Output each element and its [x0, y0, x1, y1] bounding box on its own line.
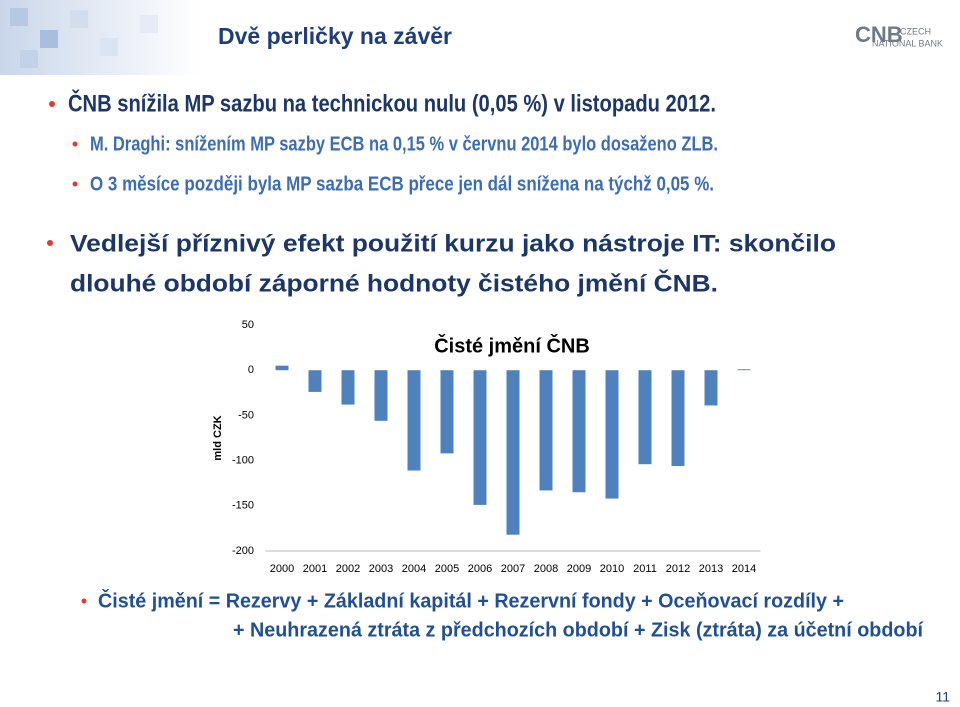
bullet-text: Vedlejší příznivý efekt použití kurzu ja… [70, 230, 836, 257]
bullet-text: ČNB snížila MP sazbu na technickou nulu … [68, 89, 716, 117]
x-tick-label: 2010 [600, 563, 624, 575]
bar [572, 370, 586, 493]
bar [506, 370, 520, 535]
bullets: ČNB snížila MP sazbu na technickou nulu … [47, 89, 836, 297]
y-axis-label: mld CZK [212, 415, 224, 460]
header-decoration [0, 0, 200, 75]
bar [605, 370, 619, 499]
x-tick-label: 2004 [402, 563, 426, 575]
x-tick-label: 2008 [534, 563, 558, 575]
logo: CNB CZECH NATIONAL BANK [855, 22, 943, 49]
bar [704, 370, 718, 406]
bar [473, 370, 487, 505]
bullet-dot [81, 598, 87, 604]
x-tick-label: 2005 [435, 563, 459, 575]
x-tick-label: 2003 [369, 563, 393, 575]
logo-mark: CNB [855, 22, 903, 47]
x-tick-label: 2006 [468, 563, 492, 575]
footer: Čisté jmění = Rezervy + Základní kapitál… [81, 588, 950, 705]
chart: Čisté jmění ČNB mld CZK 50 0 -50 -100 -150 -2… [212, 319, 761, 575]
bar [374, 370, 388, 421]
x-tick-label: 2014 [732, 563, 756, 575]
bar [638, 370, 652, 465]
bullet-dot [72, 141, 78, 147]
bullet-text: M. Draghi: snížením MP sazby ECB na 0,15… [90, 133, 718, 155]
x-tick-label: 2013 [699, 563, 723, 575]
bullet-dot [49, 101, 55, 107]
bar [308, 370, 322, 392]
slide-title: Dvě perličky na závěr [218, 23, 452, 49]
x-tick-label: 2009 [567, 563, 591, 575]
formula-text: Čisté jmění = Rezervy + Základní kapitál… [98, 588, 844, 612]
formula-text: + Neuhrazená ztráta z předchozích období… [233, 619, 924, 641]
bullet-dot [47, 240, 53, 246]
chart-title: Čisté jmění ČNB [434, 333, 590, 357]
page-number: 11 [935, 689, 950, 705]
bar [539, 370, 553, 491]
y-tick-label: -200 [232, 545, 254, 557]
x-tick-label: 2000 [270, 563, 294, 575]
x-tick-label: 2002 [336, 563, 360, 575]
x-tick-label: 2007 [501, 563, 525, 575]
y-tick-label: 50 [242, 319, 254, 331]
x-tick-label: 2012 [666, 563, 690, 575]
y-tick-label: -50 [238, 409, 254, 421]
logo-text: NATIONAL BANK [872, 38, 943, 48]
x-tick-label: 2011 [633, 563, 657, 575]
bar [341, 370, 355, 405]
bullet-text: dlouhé období záporné hodnoty čistého jm… [70, 269, 718, 297]
bar [671, 370, 685, 467]
bullet-text: O 3 měsíce později byla MP sazba ECB pře… [90, 173, 714, 195]
y-tick-label: 0 [248, 364, 254, 376]
y-tick-label: -150 [232, 500, 254, 512]
logo-text: CZECH [900, 26, 931, 36]
x-tick-label: 2001 [303, 563, 327, 575]
y-tick-label: -100 [232, 455, 254, 467]
bar [440, 370, 454, 454]
bar [737, 369, 751, 371]
bullet-dot [72, 181, 78, 187]
bar [407, 370, 421, 471]
bar [275, 365, 289, 371]
